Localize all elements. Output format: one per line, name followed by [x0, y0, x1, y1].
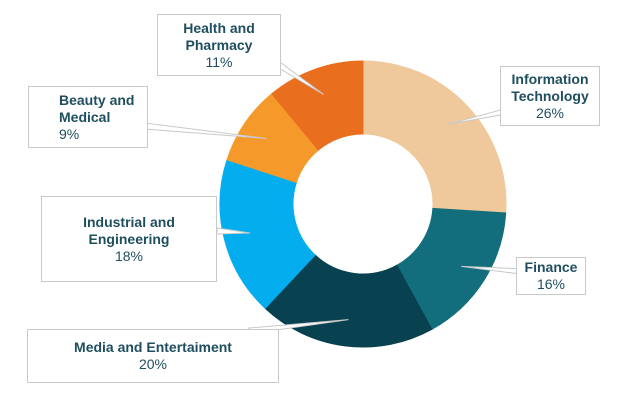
label-finance: Finance	[524, 259, 578, 275]
leader-lines	[144, 59, 529, 335]
slice-industrial-and-engineering	[219, 159, 316, 309]
label-industrial-and-engineering-line1: Industrial and	[83, 213, 175, 230]
label-health-and-pharmacy-line1: Health and	[183, 19, 255, 36]
label-health-and-pharmacy-line2: Pharmacy	[185, 36, 253, 53]
donut-slices	[219, 60, 507, 348]
label-beauty-and-medical-line2: Medical	[59, 108, 111, 125]
callout-information-technology: Information Technology 26%	[500, 66, 600, 126]
value-industrial-and-engineering: 18%	[114, 247, 144, 264]
label-media-and-entertaiment: Media and Entertaiment	[74, 339, 232, 355]
label-information-technology-line1: Information	[511, 70, 589, 87]
callout-finance: Finance 16%	[516, 257, 586, 295]
value-media-and-entertaiment: 20%	[138, 356, 168, 372]
value-health-and-pharmacy: 11%	[205, 53, 233, 70]
callout-beauty-and-medical: Beauty and Medical 9%	[28, 86, 148, 148]
value-finance: 16%	[536, 276, 566, 292]
label-industrial-and-engineering-line2: Engineering	[88, 230, 170, 247]
label-information-technology-line2: Technology	[511, 87, 589, 104]
callout-media-and-entertaiment: Media and Entertaiment 20%	[27, 329, 279, 383]
callout-health-and-pharmacy: Health and Pharmacy 11%	[157, 14, 281, 76]
value-information-technology: 26%	[535, 104, 565, 121]
label-beauty-and-medical-line1: Beauty and	[59, 91, 135, 108]
slice-information-technology	[362, 60, 507, 214]
leader-line-industrial-and-engineering	[216, 227, 251, 235]
callout-industrial-and-engineering: Industrial and Engineering 18%	[41, 196, 217, 282]
value-beauty-and-medical: 9%	[59, 125, 80, 142]
